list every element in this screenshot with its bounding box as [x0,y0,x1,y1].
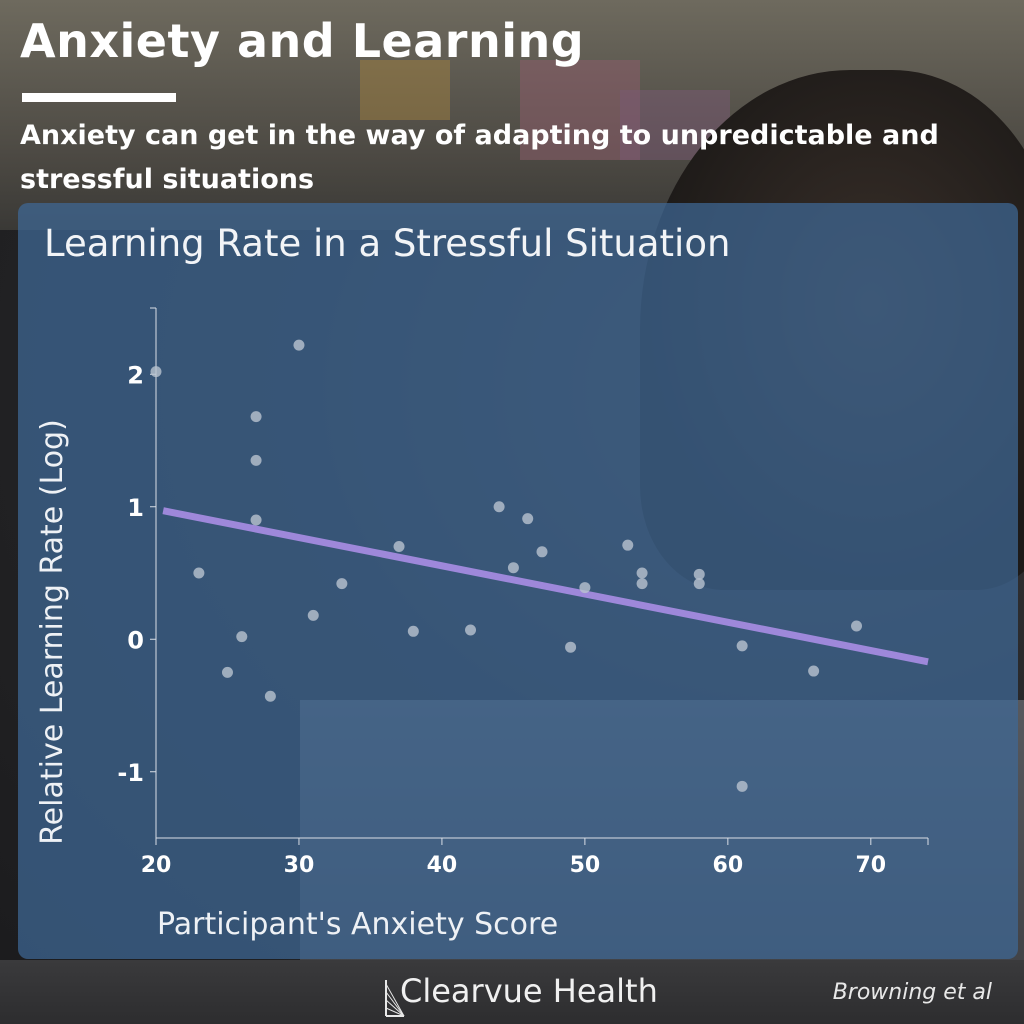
data-points [150,339,863,792]
data-point [736,640,748,652]
y-axis-label: Relative Learning Rate (Log) [35,419,70,845]
trend-line-group [162,507,929,666]
x-tick-label: 70 [856,853,887,878]
background-sticky-note [360,60,450,120]
y-tick-label: -1 [117,759,144,787]
brand-name: Clearvue Health [400,972,658,1010]
chart-title: Learning Rate in a Stressful Situation [44,222,731,265]
data-point [636,578,648,590]
data-point [465,624,477,636]
data-point [407,625,419,637]
data-point [507,562,519,574]
x-tick-label: 30 [284,853,315,878]
page-subtitle: Anxiety can get in the way of adapting t… [20,120,939,195]
data-point [336,578,348,590]
data-point [522,513,534,525]
data-point [636,567,648,579]
data-point [693,568,705,580]
y-tick-label: 0 [127,626,144,654]
x-tick-label: 40 [427,853,458,878]
x-axis-label: Participant's Anxiety Score [157,907,558,942]
data-point [150,366,162,378]
x-tick-label: 60 [713,853,744,878]
y-tick-label: 2 [127,361,144,389]
data-point [622,539,634,551]
logo-mark-icon [385,980,405,1017]
data-point [493,501,505,513]
data-point [264,690,276,702]
data-point [236,631,248,643]
data-point [221,666,233,678]
data-point [565,641,577,653]
page-title: Anxiety and Learning [20,14,585,68]
data-point [736,780,748,792]
data-point [250,514,262,526]
data-point [393,541,405,552]
title-underline [22,93,176,102]
x-tick-label: 50 [570,853,601,878]
data-point [250,454,262,466]
data-point [250,411,262,423]
y-tick-label: 1 [127,494,144,522]
data-point [293,339,305,351]
data-point [307,609,319,621]
x-tick-label: 20 [141,853,172,878]
plot-axes: 20 30 40 50 60 70 -1 0 1 2 [117,307,929,878]
citation: Browning et al [832,980,992,1005]
trend-line [162,507,929,666]
data-point [808,665,820,677]
data-point [851,620,863,632]
data-point [693,578,705,590]
brand-logo: Clearvue Health [384,970,684,1017]
data-point [193,567,205,579]
data-point [579,582,591,594]
data-point [536,546,548,558]
background-floor [0,960,1024,1024]
